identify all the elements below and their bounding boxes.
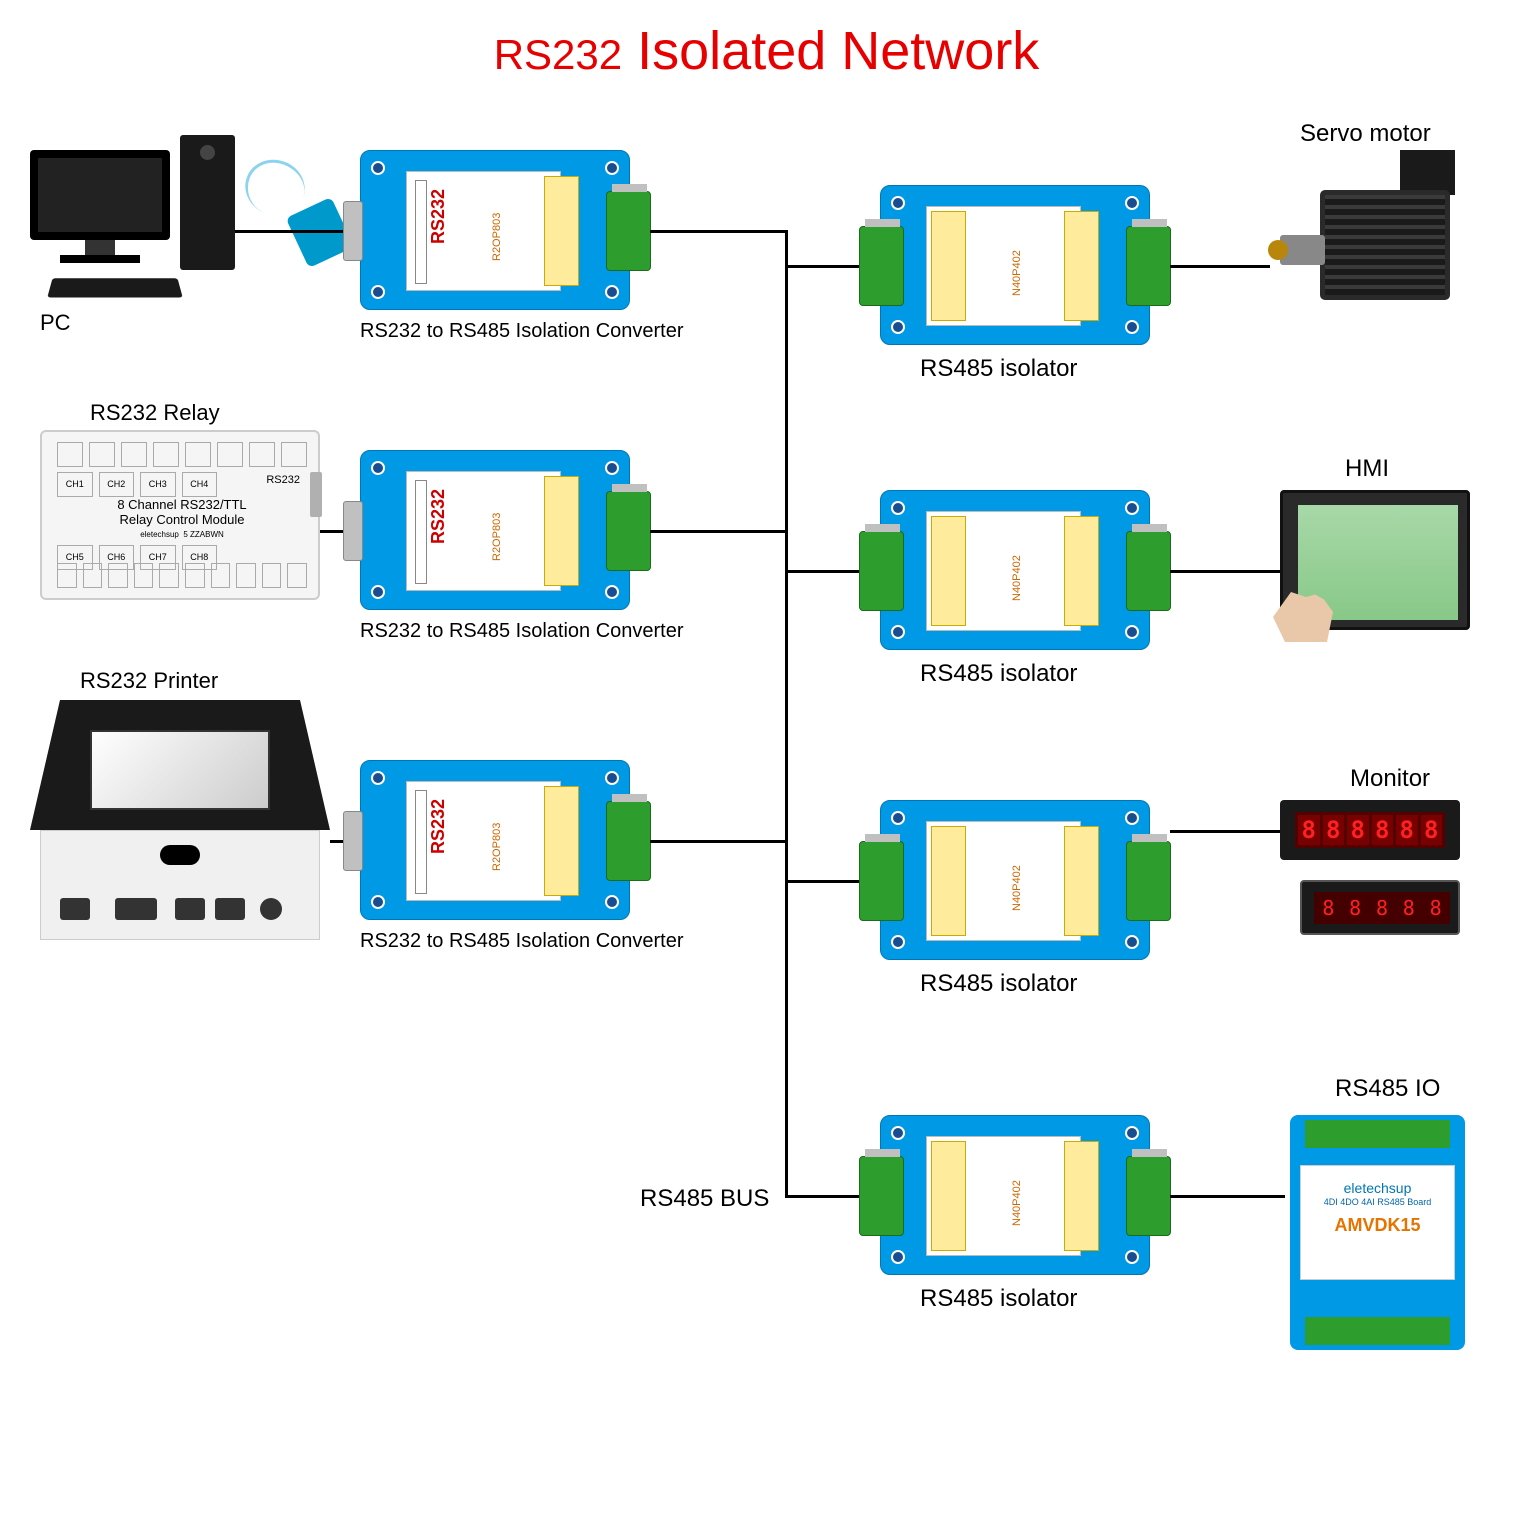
wire-bus-iso1 <box>785 265 860 268</box>
rs485-isolator-1: N40P402 <box>880 185 1150 345</box>
converter-2-label: RS232 to RS485 Isolation Converter <box>360 620 684 643</box>
isolator-1-label: RS485 isolator <box>920 355 1077 383</box>
servo-label: Servo motor <box>1300 120 1431 148</box>
wire-conv2-bus <box>650 530 788 533</box>
pc-base-icon <box>60 255 140 263</box>
wire-bus-iso4 <box>785 1195 860 1198</box>
wire-iso1-servo <box>1170 265 1270 268</box>
rs232-relay-icon: CH1 CH2 CH3 CH4 RS232 8 Channel RS232/TT… <box>40 430 320 600</box>
pc-keyboard-icon <box>47 278 182 297</box>
converter-3-label: RS232 to RS485 Isolation Converter <box>360 930 684 953</box>
converter-1-label: RS232 to RS485 Isolation Converter <box>360 320 684 343</box>
pc-stand-icon <box>85 240 115 255</box>
printer-label: RS232 Printer <box>80 668 218 694</box>
hmi-label: HMI <box>1345 455 1389 483</box>
rs485-isolator-2: N40P402 <box>880 490 1150 650</box>
wire-iso3-monitor <box>1170 830 1280 833</box>
wire-conv3-bus <box>650 840 788 843</box>
isolator-3-label: RS485 isolator <box>920 970 1077 998</box>
pc-tower-icon <box>180 135 235 270</box>
wire-relay-conv2 <box>320 530 343 533</box>
wire-iso2-hmi <box>1170 570 1280 573</box>
rs485-io-label: RS485 IO <box>1335 1075 1440 1103</box>
wire-pc-conv1 <box>235 230 343 233</box>
pc-label: PC <box>40 310 71 336</box>
led-display-1-icon: 88 88 88 <box>1280 800 1460 860</box>
monitor-label: Monitor <box>1350 765 1430 793</box>
bus-label: RS485 BUS <box>640 1185 769 1213</box>
hmi-panel-icon <box>1280 490 1470 630</box>
wire-conv1-bus <box>650 230 788 233</box>
servo-motor-icon <box>1280 150 1460 320</box>
wire-printer-conv3 <box>330 840 343 843</box>
isolator-2-label: RS485 isolator <box>920 660 1077 688</box>
relay-label: RS232 Relay <box>90 400 220 426</box>
rs485-isolator-4: N40P402 <box>880 1115 1150 1275</box>
rs485-isolator-3: N40P402 <box>880 800 1150 960</box>
wire-bus-iso3 <box>785 880 860 883</box>
rs485-bus-line <box>785 230 788 1195</box>
rs232-printer-icon <box>30 700 330 940</box>
rs232-rs485-converter-1: RS232 R2OP803 <box>360 150 630 310</box>
isolator-4-label: RS485 isolator <box>920 1285 1077 1313</box>
wire-bus-iso2 <box>785 570 860 573</box>
wire-iso4-io <box>1170 1195 1285 1198</box>
rs232-rs485-converter-3: RS232 R2OP803 <box>360 760 630 920</box>
rs485-io-board-icon: eletechsup AMVDK15 4DI 4DO 4AI RS485 Boa… <box>1290 1115 1465 1350</box>
diagram-title: RS232 Isolated Network <box>0 20 1533 82</box>
pc-monitor-icon <box>30 150 170 240</box>
rs232-rs485-converter-2: RS232 R2OP803 <box>360 450 630 610</box>
led-display-2-icon: 88 88 8 <box>1300 880 1460 935</box>
